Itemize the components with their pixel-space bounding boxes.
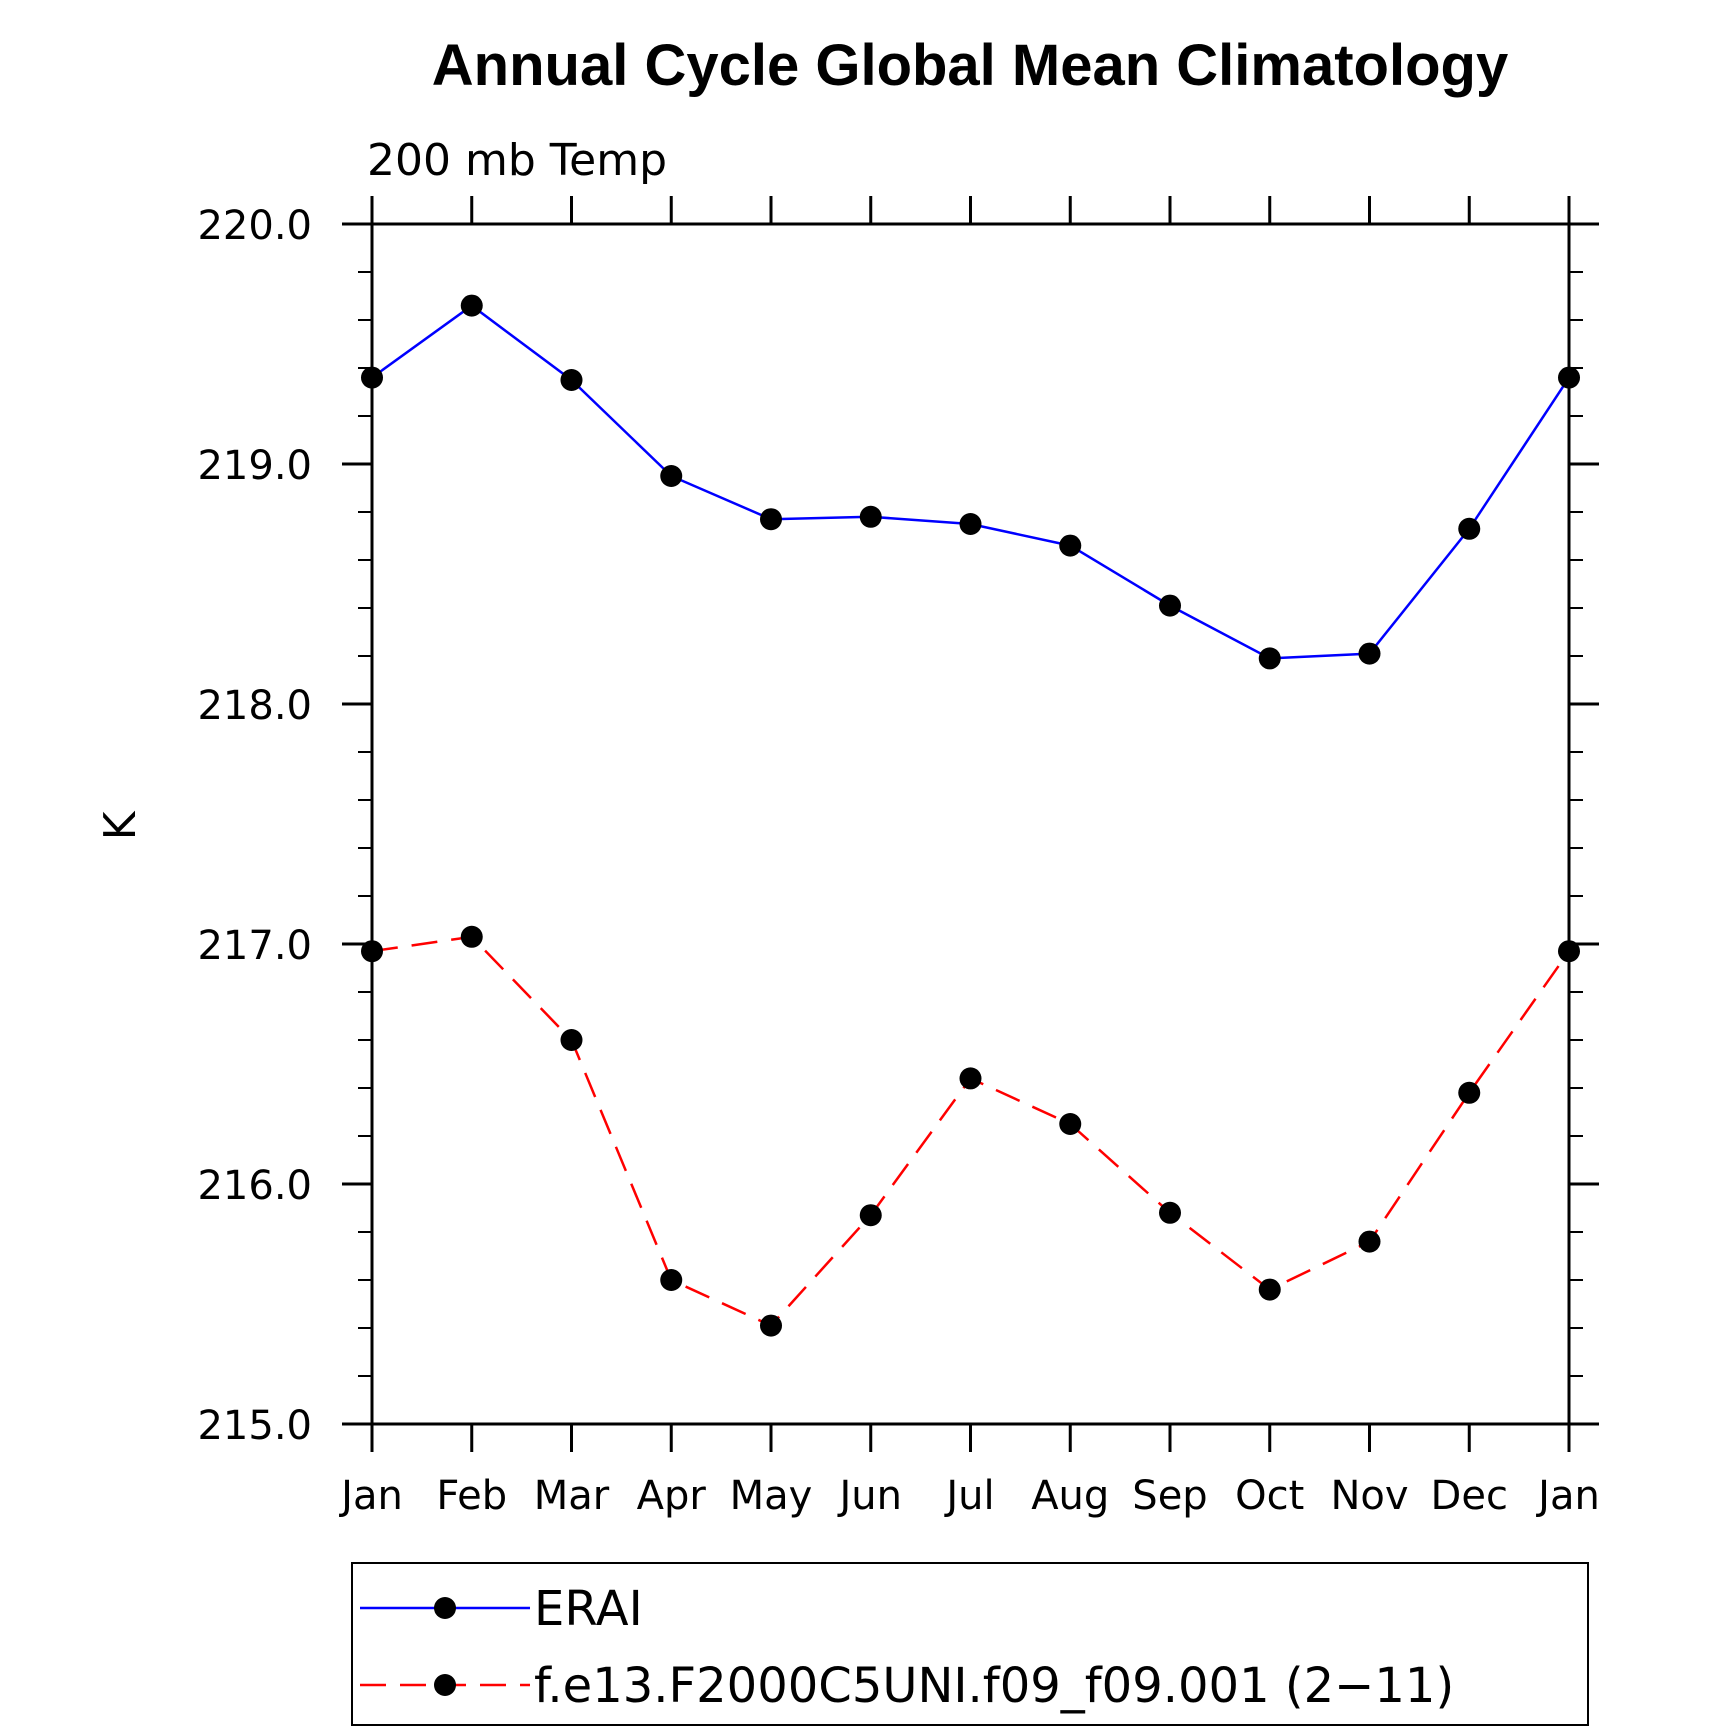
y-tick-label: 217.0 — [197, 923, 312, 969]
y-tick-label: 215.0 — [197, 1403, 312, 1449]
axis-ticks — [342, 196, 1599, 1452]
series-2-point — [460, 925, 483, 948]
legend-marker — [434, 1674, 456, 1696]
series-line-1 — [371, 304, 1571, 660]
x-tick-label: Dec — [1431, 1473, 1508, 1519]
series-1-point — [1059, 534, 1082, 557]
legend-box — [351, 1562, 1589, 1726]
series-1-point — [460, 294, 483, 317]
y-tick-label: 219.0 — [197, 443, 312, 489]
series-1-point — [1358, 642, 1381, 665]
legend-label: ERAI — [534, 1581, 643, 1637]
series-2-point — [1458, 1081, 1481, 1104]
x-tick-label: Jan — [1535, 1473, 1600, 1519]
series-1-point — [1159, 594, 1181, 617]
legend-label: f.e13.F2000C5UNI.f09_f09.001 (2−11) — [534, 1658, 1454, 1714]
series-1-point — [760, 508, 782, 531]
y-tick-label: 220.0 — [197, 203, 312, 249]
legend-marker — [434, 1597, 456, 1619]
series-2-point — [560, 1029, 583, 1051]
x-tick-label: Aug — [1031, 1473, 1109, 1519]
x-tick-label: Nov — [1330, 1473, 1408, 1519]
series-2-point — [859, 1204, 882, 1227]
series-2-point — [1059, 1113, 1082, 1135]
x-tick-label: Jul — [943, 1473, 994, 1519]
y-tick-label: 216.0 — [197, 1163, 312, 1209]
series-1-point — [1458, 517, 1481, 540]
series-2-point — [1358, 1230, 1381, 1253]
x-tick-label: Mar — [534, 1473, 610, 1519]
series-2-point — [760, 1314, 782, 1337]
chart-title: Annual Cycle Global Mean Climatology — [432, 33, 1508, 98]
x-tick-label: Apr — [637, 1473, 707, 1519]
legend: ERAI f.e13.F2000C5UNI.f09_f09.001 (2−11) — [351, 1562, 1589, 1726]
series-2-point — [1159, 1201, 1181, 1224]
x-tick-label: Jun — [837, 1473, 903, 1519]
series-1-point — [560, 369, 583, 391]
series-1-point — [859, 505, 882, 528]
series-layer — [361, 294, 1580, 1337]
x-tick-label: Jan — [338, 1473, 403, 1519]
legend-items: ERAI f.e13.F2000C5UNI.f09_f09.001 (2−11) — [360, 1581, 1454, 1714]
series-1-point — [660, 465, 683, 487]
series-1-point — [959, 513, 982, 535]
series-2-point — [660, 1269, 683, 1291]
plot-frame — [370, 222, 1571, 1426]
series-1-point — [1258, 647, 1281, 670]
x-tick-label: Feb — [436, 1473, 507, 1519]
x-tick-label: Sep — [1132, 1473, 1207, 1519]
series-line-2 — [371, 935, 1571, 1328]
y-axis-label: K — [95, 810, 146, 840]
x-tick-label: Oct — [1235, 1473, 1304, 1519]
series-2-point — [959, 1067, 982, 1090]
x-tick-label: May — [730, 1473, 813, 1519]
y-tick-label: 218.0 — [197, 683, 312, 729]
series-2-point — [1258, 1278, 1281, 1301]
chart-subtitle: 200 mb Temp — [367, 135, 667, 186]
x-tick-labels: Jan Feb Mar Apr May Jun Jul Aug Sep Oct Nov Dec Jan — [338, 1473, 1600, 1519]
y-tick-labels: 215.0 216.0 217.0 218.0 219.0 220.0 — [197, 203, 312, 1449]
